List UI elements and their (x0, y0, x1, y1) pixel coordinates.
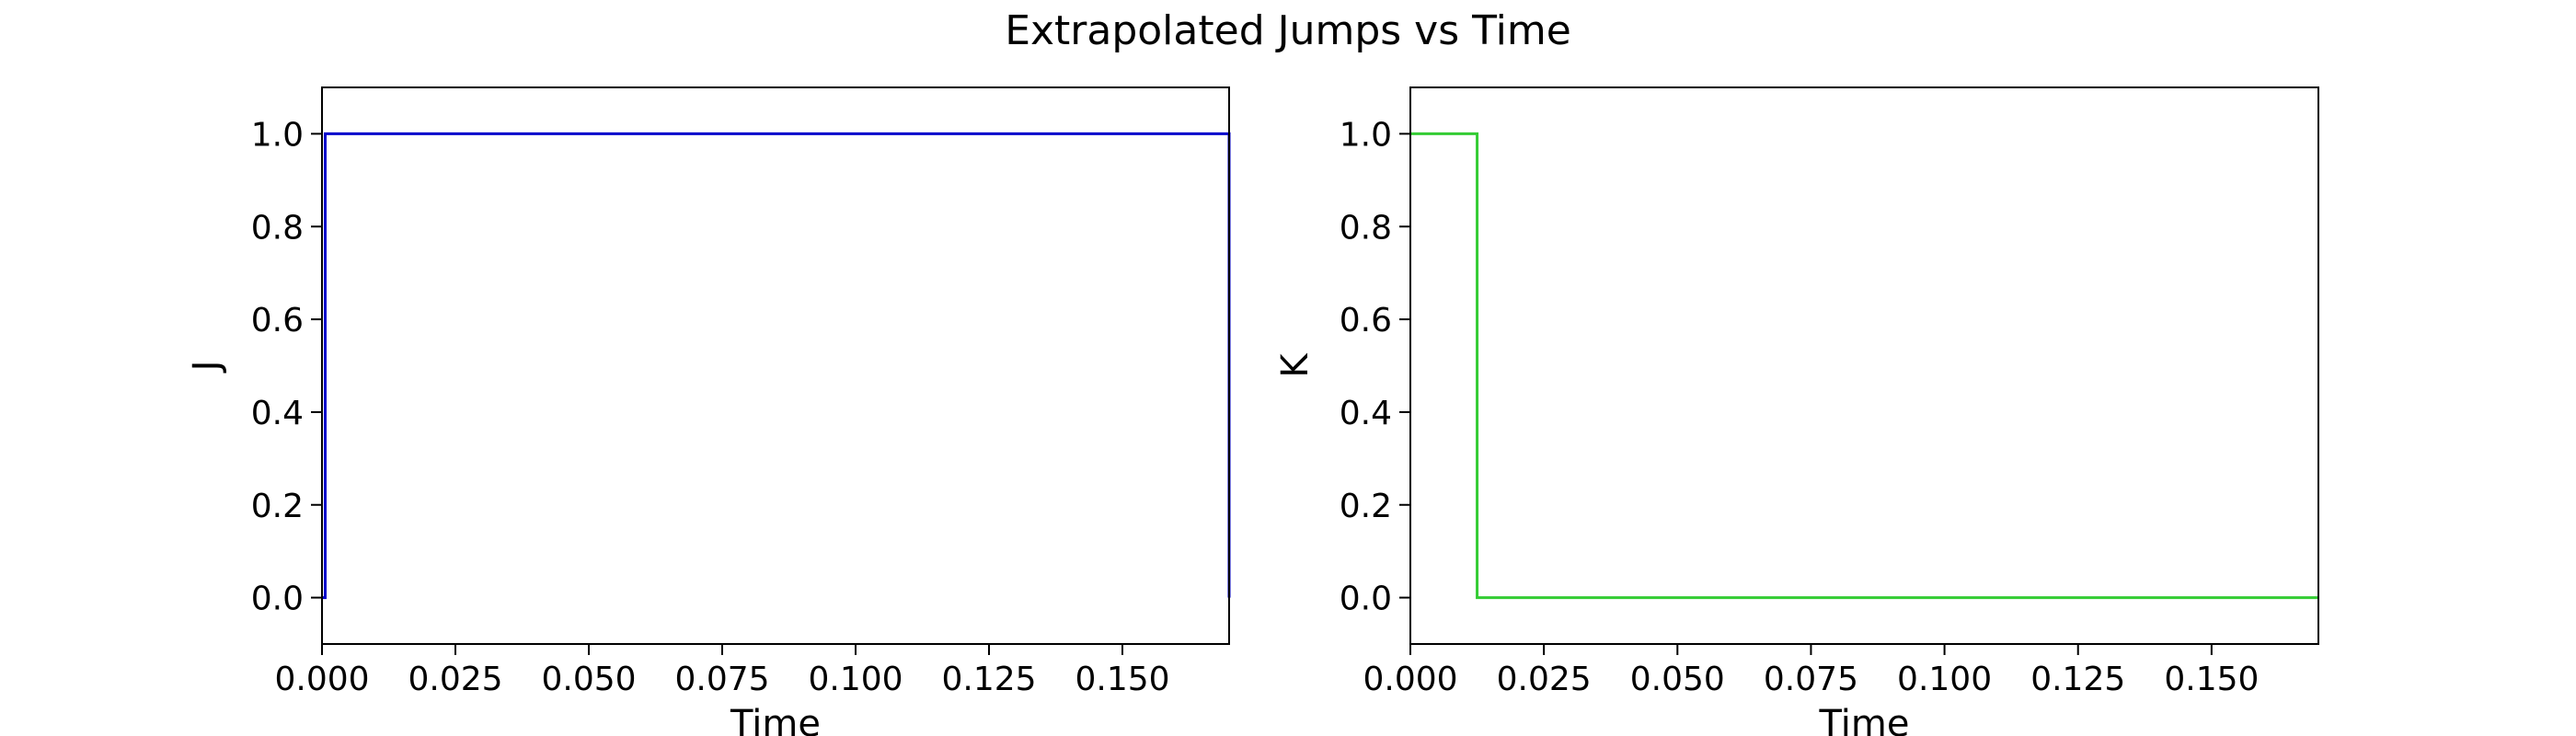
series-line-0 (322, 132, 1231, 600)
y-tick-label: 1.0 (1340, 116, 1392, 154)
x-tick-label: 0.100 (1897, 661, 1992, 698)
x-tick-label: 0.075 (674, 661, 769, 698)
y-axis-label: J (186, 361, 228, 374)
x-axis-label: Time (730, 703, 821, 736)
y-tick-label: 0.6 (1340, 302, 1392, 339)
y-tick-label: 0.8 (251, 209, 304, 247)
y-tick-label: 0.6 (251, 302, 304, 339)
y-tick-label: 0.4 (251, 395, 304, 432)
y-tick-label: 0.0 (251, 581, 304, 618)
y-tick-label: 0.2 (1340, 488, 1392, 525)
y-tick-label: 0.4 (1340, 395, 1392, 432)
x-tick-label: 0.100 (808, 661, 903, 698)
x-tick-label: 0.125 (2030, 661, 2125, 698)
x-tick-label: 0.050 (1630, 661, 1725, 698)
plot-frame (1409, 86, 2319, 645)
y-tick-label: 0.0 (1340, 581, 1392, 618)
x-tick-label: 0.000 (1363, 661, 1457, 698)
y-tick-label: 1.0 (251, 116, 304, 154)
y-tick-label: 0.8 (1340, 209, 1392, 247)
x-tick-label: 0.075 (1764, 661, 1858, 698)
x-tick-label: 0.125 (941, 661, 1036, 698)
y-axis-label: K (1274, 352, 1317, 378)
x-tick-label: 0.025 (408, 661, 502, 698)
chart-panel-j: 0.000 0.025 0.050 0.075 0.100 0.125 0.150 0.0 0.… (186, 86, 1231, 736)
x-axis-label: Time (1819, 703, 1910, 736)
plot-frame (321, 86, 1230, 645)
x-tick-label: 0.150 (1075, 661, 1169, 698)
series-line-0 (1410, 132, 2318, 600)
x-tick-label: 0.025 (1497, 661, 1592, 698)
x-tick-label: 0.000 (274, 661, 369, 698)
figure-title: Extrapolated Jumps vs Time (1005, 7, 1571, 54)
x-tick-label: 0.050 (541, 661, 636, 698)
x-tick-label: 0.150 (2164, 661, 2259, 698)
chart-panel-k: 0.000 0.025 0.050 0.075 0.100 0.125 0.150 0.0 0.… (1274, 86, 2319, 736)
y-tick-label: 0.2 (251, 488, 304, 525)
